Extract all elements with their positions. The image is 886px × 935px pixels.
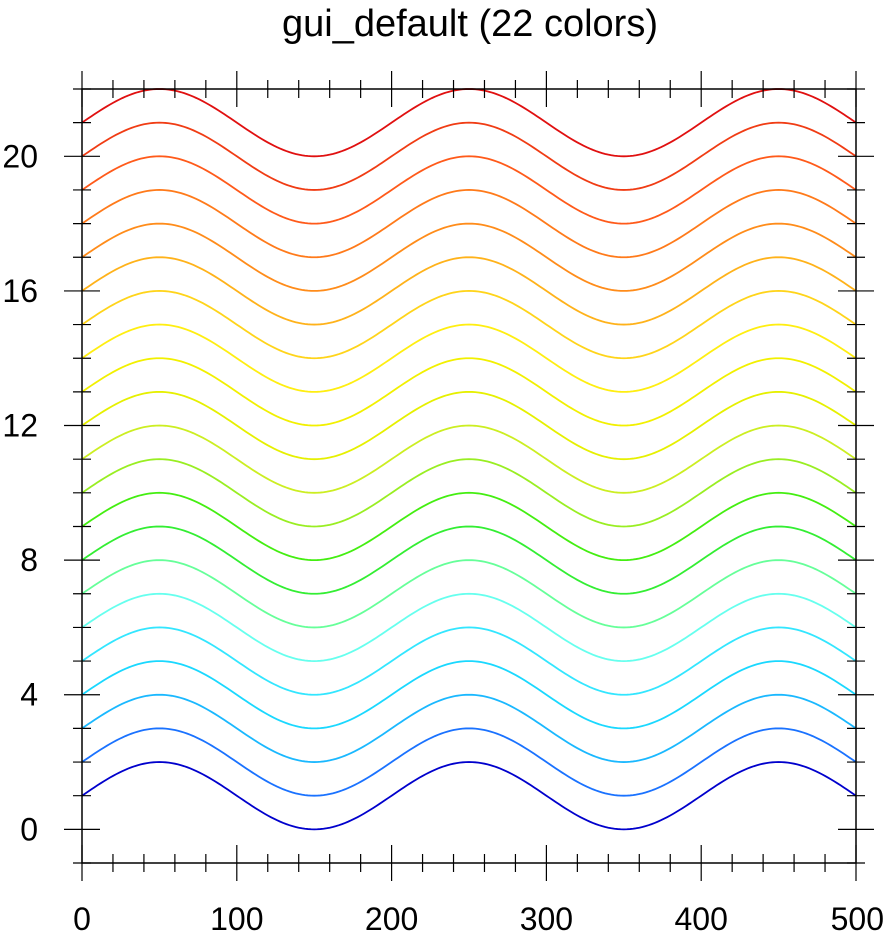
series-line-9 [81,491,857,562]
series-layer [81,88,857,831]
series-line-15 [81,290,857,360]
y-tick-label: 20 [2,138,38,174]
x-tick-label: 400 [675,901,728,935]
x-tick-label: 500 [831,901,884,935]
series-line-2 [81,727,857,797]
series-line-7 [81,559,857,629]
series-line-12 [81,390,857,461]
series-line-11 [81,424,857,494]
series-line-1 [81,761,857,831]
series-line-13 [81,357,857,427]
series-line-5 [81,626,857,696]
x-tick-label: 0 [73,901,91,935]
series-line-20 [81,121,857,191]
series-line-8 [81,525,857,595]
series-line-4 [81,660,857,730]
tick-labels: 0 100 200 300 400 500 0 4 8 12 16 20 [2,138,884,935]
series-line-3 [81,693,857,763]
series-line-6 [81,592,857,662]
series-line-18 [81,189,857,259]
series-line-10 [81,458,857,528]
axis-ticks [64,71,874,881]
y-tick-label: 0 [20,811,38,847]
y-tick-label: 12 [2,408,38,444]
series-line-19 [81,155,857,225]
chart-title: gui_default (22 colors) [282,3,658,45]
series-line-14 [81,323,857,393]
y-tick-label: 4 [20,677,38,713]
plot-frame [81,88,857,864]
y-tick-label: 16 [2,273,38,309]
x-tick-label: 200 [365,901,418,935]
x-tick-label: 300 [520,901,573,935]
series-line-17 [81,222,857,292]
series-line-16 [81,256,857,326]
y-tick-label: 8 [20,542,38,578]
x-tick-label: 100 [210,901,263,935]
